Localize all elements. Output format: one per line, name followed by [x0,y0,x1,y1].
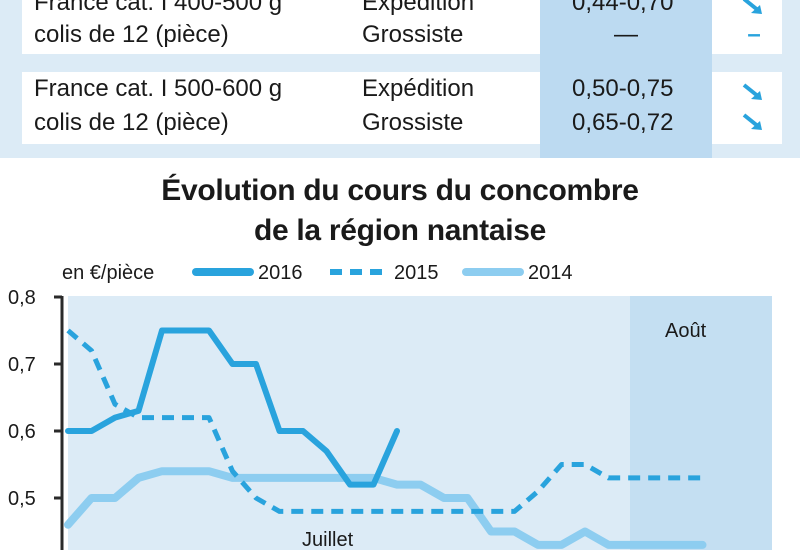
price-value: 0,65-0,72 [572,109,674,136]
product-label: colis de 12 (pièce) [34,21,229,48]
down-right-arrow-icon [738,78,770,108]
series-layer [64,327,707,549]
chart-title-line2: de la région nantaise [253,214,547,247]
chart-title: Évolution du cours du concombre [161,174,639,207]
market-type-label: Grossiste [362,21,464,48]
y-tick-label: 0,8 [8,287,36,309]
legend-label-2014: 2014 [528,262,573,284]
price-value: 0,50-0,75 [572,75,674,102]
price-column-highlight [540,0,712,158]
august-band [630,296,772,550]
y-tick-label: 0,6 [8,421,36,443]
market-type-label: Expédition [362,0,475,16]
product-label: France cat. I 400-500 g [34,0,283,16]
product-label: France cat. I 500-600 g [34,75,283,102]
market-type-label: Grossiste [362,109,464,136]
y-tick-label: 0,5 [8,488,36,510]
down-right-arrow-icon [738,108,770,138]
trend-dash: – [747,21,761,48]
period-label-july: Juillet [302,529,354,550]
down-right-arrow-icon [738,0,770,22]
y-axis-label: en €/pièce [62,262,154,284]
legend-label-2015: 2015 [394,262,439,284]
period-label-august: Août [665,320,707,342]
y-tick-label: 0,7 [8,354,36,376]
price-table-panel: France cat. I 400-500 g colis de 12 (piè… [0,0,800,158]
product-label: colis de 12 (pièce) [34,109,229,136]
y-ticks: 0,5 0,6 0,7 0,8 [8,287,62,510]
price-value: — [614,21,638,48]
series-line-2014 [64,467,707,549]
series-line-2016 [65,327,400,488]
market-type-label: Expédition [362,75,475,102]
legend-label-2016: 2016 [258,262,303,284]
price-value: 0,44-0,70 [572,0,674,16]
series-line-2015 [66,328,703,514]
